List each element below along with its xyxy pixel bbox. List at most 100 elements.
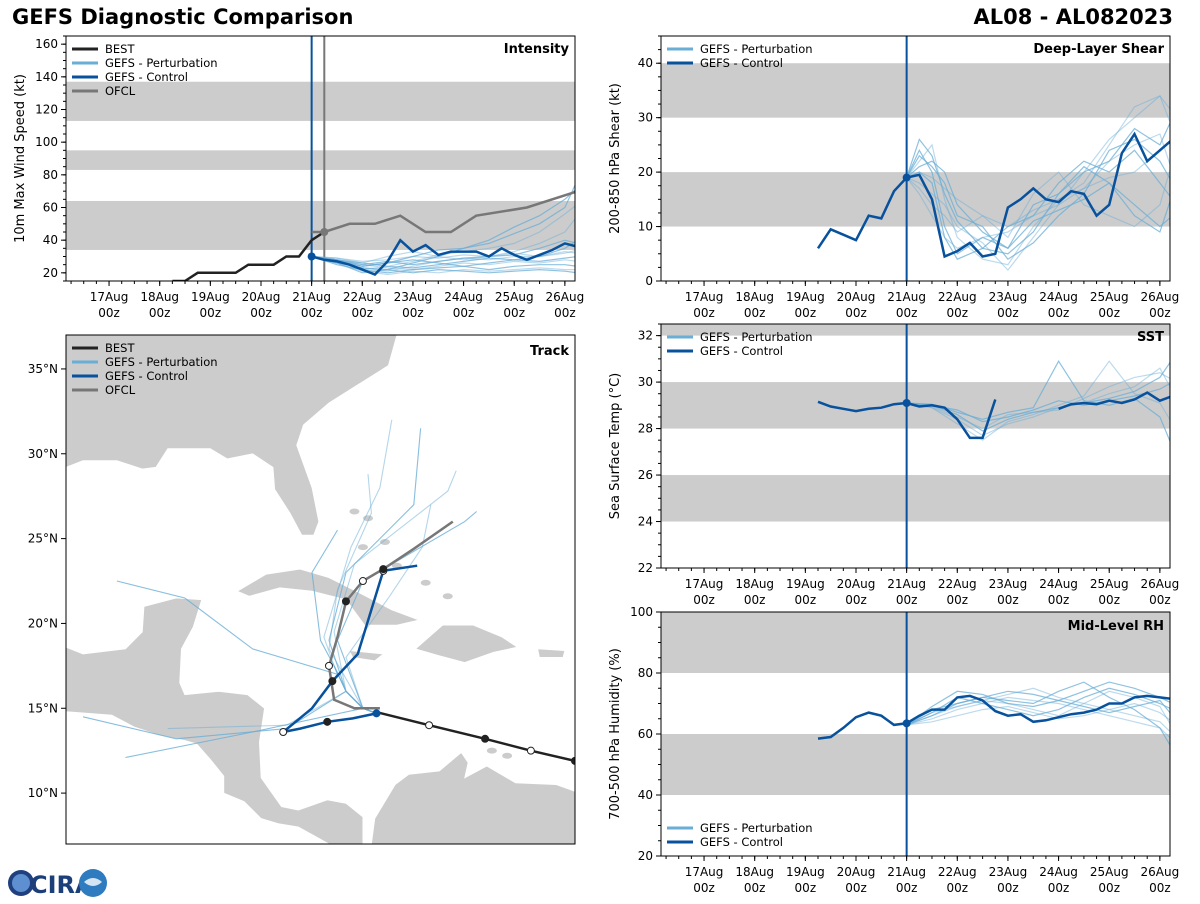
shear-perturbation-line — [906, 95, 1170, 266]
intensity-legend-label: OFCL — [105, 84, 136, 98]
track-control-marker — [328, 677, 337, 686]
track-init-marker — [372, 709, 381, 718]
storm-id: AL08 - AL082023 — [973, 5, 1174, 29]
track-lat-tick-label: 10°N — [28, 786, 58, 800]
sst-plot-area — [661, 324, 1170, 568]
shear-xtick-label: 20Aug — [837, 290, 876, 304]
track-best-marker — [481, 734, 490, 743]
rh-band-1 — [661, 612, 1170, 673]
track-best-marker — [425, 721, 434, 730]
rh-perturbation-line — [906, 696, 1170, 739]
puerto-rico-landmass — [537, 648, 566, 658]
shear-plot-area — [661, 36, 1170, 281]
sst-ytick-label: 28 — [638, 422, 653, 436]
intensity-xtick-label: 17Aug — [90, 290, 129, 304]
sst-ytick-label: 22 — [638, 561, 653, 575]
small-island — [420, 579, 431, 586]
shear-ytick-label: 10 — [638, 220, 653, 234]
rh-xtick-hour-label: 00z — [845, 881, 867, 895]
track-gefs-control-line — [282, 564, 418, 734]
small-island — [357, 544, 368, 551]
sst-xtick-hour-label: 00z — [1048, 593, 1070, 607]
intensity-legend-label: GEFS - Perturbation — [105, 56, 218, 70]
rh-ylabel: 700-500 hPa Humidity (%) — [608, 648, 623, 820]
intensity-ytick-label: 140 — [35, 70, 58, 84]
intensity-xtick-label: 21Aug — [292, 290, 331, 304]
rh-title: Mid-Level RH — [1068, 619, 1164, 634]
track-legend-label: GEFS - Perturbation — [105, 355, 218, 369]
sst-xtick-hour-label: 00z — [1098, 593, 1120, 607]
shear-xtick-label: 25Aug — [1090, 290, 1129, 304]
track-ofcl-marker — [341, 597, 350, 606]
sst-panel: 22 24 26 28 30 32 17Aug 00z 18Aug 00z 19Aug 00z 20Au… — [608, 323, 1179, 607]
hispaniola-landmass — [414, 624, 519, 663]
south-america-landmass — [370, 751, 575, 844]
rh-xtick-hour-label: 00z — [946, 881, 968, 895]
track-title: Track — [530, 344, 569, 359]
rh-xtick-hour-label: 00z — [1048, 881, 1070, 895]
rh-xtick-hour-label: 00z — [1149, 881, 1171, 895]
intensity-ytick-label: 100 — [35, 135, 58, 149]
rh-gefs-control-line — [817, 694, 1170, 740]
us-southeast-landmass — [66, 335, 398, 536]
sst-xtick-label: 22Aug — [938, 577, 977, 591]
track-lat-tick-label: 25°N — [28, 532, 58, 546]
track-ofcl-marker — [324, 661, 333, 670]
intensity-panel: 20 40 60 80 100 120 140 160 17Aug 00z 18Aug 00z 19Au… — [13, 35, 584, 320]
rh-xtick-hour-label: 00z — [795, 881, 817, 895]
small-island — [629, 685, 639, 691]
rh-xtick-label: 20Aug — [837, 865, 876, 879]
sst-xtick-hour-label: 00z — [693, 593, 715, 607]
intensity-ytick-label: 60 — [43, 201, 58, 215]
sst-legend-label: GEFS - Perturbation — [700, 330, 813, 344]
rh-band-0 — [661, 734, 1170, 795]
shear-xtick-label: 19Aug — [786, 290, 825, 304]
sst-frame — [660, 323, 1171, 569]
sst-ylabel: Sea Surface Temp (°C) — [608, 373, 623, 520]
track-best-marker — [571, 756, 575, 765]
intensity-xtick-label: 22Aug — [343, 290, 382, 304]
shear-ytick-label: 20 — [638, 165, 653, 179]
sst-ytick-label: 32 — [638, 329, 653, 343]
rh-perturbation-line — [906, 690, 1170, 726]
intensity-ytick-label: 160 — [35, 37, 58, 51]
central-america-landmass — [66, 597, 364, 844]
rh-legend-label: GEFS - Perturbation — [700, 821, 813, 835]
intensity-band-1 — [66, 150, 575, 170]
track-lat-tick-label: 20°N — [28, 616, 58, 630]
intensity-legend-label: GEFS - Control — [105, 70, 188, 84]
rh-xtick-hour-label: 00z — [693, 881, 715, 895]
cira-logo: CIRA — [4, 866, 114, 904]
shear-xtick-label: 26Aug — [1141, 290, 1180, 304]
rh-xtick-label: 25Aug — [1090, 865, 1129, 879]
shear-xtick-hour-label: 00z — [693, 306, 715, 320]
shear-legend-label: GEFS - Perturbation — [700, 42, 813, 56]
rh-xtick-label: 21Aug — [887, 865, 926, 879]
sst-xtick-hour-label: 00z — [946, 593, 968, 607]
small-island — [379, 538, 390, 545]
shear-xtick-label: 23Aug — [989, 290, 1028, 304]
track-lat-tick-label: 35°N — [28, 362, 58, 376]
cira-logo-graphic: CIRA — [8, 869, 107, 899]
shear-perturbation-line — [906, 121, 1170, 255]
track-frame — [65, 334, 576, 845]
logo-globe-inner-icon — [12, 874, 30, 892]
rh-xtick-label: 17Aug — [685, 865, 724, 879]
rh-ytick-label: 80 — [638, 666, 653, 680]
track-lat-tick-label: 15°N — [28, 701, 58, 715]
intensity-xtick-hour-label: 00z — [301, 306, 323, 320]
intensity-xtick-label: 20Aug — [242, 290, 281, 304]
rh-ytick-label: 20 — [638, 849, 653, 863]
page-title: GEFS Diagnostic Comparison — [12, 5, 354, 29]
shear-band-1 — [661, 63, 1170, 118]
shear-perturbation-line — [906, 149, 1170, 260]
sst-xtick-hour-label: 00z — [744, 593, 766, 607]
shear-title: Deep-Layer Shear — [1033, 42, 1164, 57]
shear-gefs-control-line — [816, 131, 1170, 259]
intensity-ofcl-marker — [320, 228, 329, 236]
small-island — [502, 752, 513, 759]
shear-xtick-hour-label: 00z — [1048, 306, 1070, 320]
intensity-ytick-label: 120 — [35, 103, 58, 117]
intensity-best-line — [172, 230, 325, 281]
